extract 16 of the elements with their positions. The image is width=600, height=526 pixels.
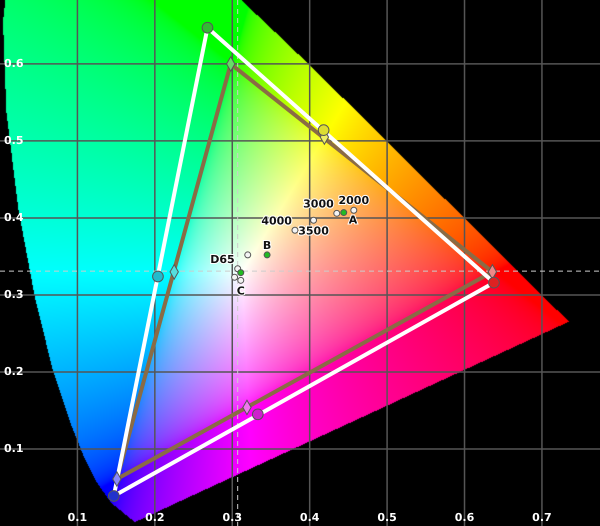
y-tick-label: 0.5 (4, 134, 24, 147)
annotation: B (262, 238, 272, 252)
annotation: 2000 (338, 194, 370, 208)
y-tick-label: 0.2 (4, 364, 24, 378)
annotation: 4000 (261, 214, 292, 228)
x-tick-label: 0.6 (454, 511, 475, 524)
annotation: C (236, 284, 245, 298)
y-tick-label: 0.4 (4, 210, 24, 224)
y-tick-label: 0.3 (4, 288, 24, 301)
x-tick-label: 0.3 (222, 511, 242, 524)
y-tick-label: 0.1 (4, 442, 24, 455)
x-tick-label: 0.4 (300, 511, 320, 524)
x-tick-label: 0.5 (377, 511, 397, 524)
x-tick-label: 0.2 (145, 511, 165, 524)
x-tick-label: 0.7 (532, 511, 552, 524)
x-tick-label: 0.1 (68, 511, 88, 524)
